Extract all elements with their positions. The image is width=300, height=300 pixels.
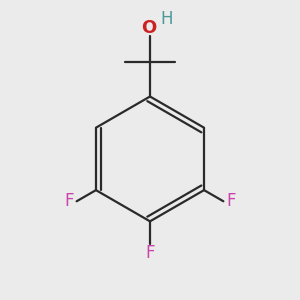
Text: F: F [64,192,74,210]
Text: F: F [226,192,236,210]
Text: F: F [145,244,155,262]
Text: H: H [160,10,172,28]
Text: O: O [141,19,156,37]
